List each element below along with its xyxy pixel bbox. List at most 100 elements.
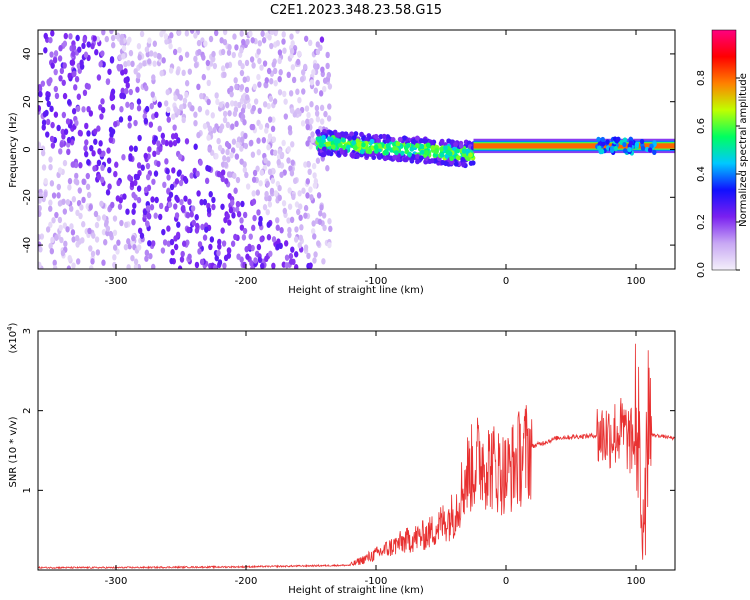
colorbar: 0.0 0.2 0.4 0.6 0.8 Normalized spectral ampl… xyxy=(696,29,749,278)
heatmap-cell xyxy=(48,242,53,250)
heatmap-cell xyxy=(225,148,230,156)
heatmap-cell xyxy=(264,190,269,198)
heatmap-cell xyxy=(50,121,55,129)
heatmap-cell xyxy=(230,123,235,130)
heatmap-cell xyxy=(323,110,328,118)
heatmap-cell xyxy=(286,146,291,153)
heatmap-cell xyxy=(38,83,43,91)
heatmap-cell xyxy=(267,34,272,41)
colorbar-ticks: 0.0 0.2 0.4 0.6 0.8 xyxy=(696,70,740,278)
heatmap-cell xyxy=(109,94,114,102)
heatmap-cell xyxy=(222,116,228,124)
heatmap-cell xyxy=(282,47,287,54)
heatmap-cell xyxy=(305,140,310,147)
heatmap-cell xyxy=(262,60,268,67)
heatmap-cell xyxy=(261,37,267,44)
heatmap-cell xyxy=(62,62,67,69)
heatmap-cell xyxy=(171,167,176,174)
heatmap-cell xyxy=(271,116,276,123)
heatmap-cell xyxy=(133,68,138,75)
heatmap-cell xyxy=(100,50,105,57)
heatmap-cell xyxy=(460,156,466,163)
x-tick-label: -300 xyxy=(105,576,128,587)
heatmap-cell xyxy=(151,178,156,185)
heatmap-cell xyxy=(167,201,173,208)
heatmap-cell xyxy=(82,36,87,44)
heatmap-cell xyxy=(256,243,262,251)
heatmap-cell xyxy=(256,48,261,55)
heatmap-cell xyxy=(409,146,415,152)
heatmap-cell xyxy=(166,116,171,123)
heatmap-cell xyxy=(206,79,211,87)
heatmap-cell xyxy=(224,177,229,185)
heatmap-cell xyxy=(277,75,282,83)
heatmap-cell xyxy=(38,210,42,218)
heatmap-cell xyxy=(185,212,191,219)
heatmap-cell xyxy=(59,67,65,75)
heatmap-cell xyxy=(43,47,48,54)
heatmap-cell xyxy=(256,73,261,81)
heatmap-cell xyxy=(53,111,59,118)
heatmap-cell xyxy=(101,228,107,236)
heatmap-cell xyxy=(107,183,112,190)
heatmap-cell xyxy=(286,71,291,79)
heatmap-cell xyxy=(86,191,92,199)
heatmap-cell xyxy=(90,258,95,265)
heatmap-cell xyxy=(164,38,169,45)
heatmap-cell xyxy=(125,208,130,215)
heatmap-cell xyxy=(175,196,180,203)
heatmap-cell xyxy=(327,83,333,90)
heatmap-cell xyxy=(229,91,234,98)
heatmap-cell xyxy=(88,110,94,117)
heatmap-cell xyxy=(195,222,200,230)
heatmap-cell xyxy=(325,62,330,70)
heatmap-cell xyxy=(360,142,366,148)
heatmap-cell xyxy=(289,33,294,40)
heatmap-cell xyxy=(174,178,180,185)
heatmap-cell xyxy=(182,97,188,104)
heatmap-cell xyxy=(178,94,183,101)
heatmap-cell xyxy=(38,197,42,204)
heatmap-cell xyxy=(256,137,261,144)
heatmap-cell xyxy=(321,258,326,265)
heatmap-cell xyxy=(90,42,95,50)
heatmap-cell xyxy=(252,214,257,222)
heatmap-cell xyxy=(202,122,208,130)
heatmap-cell xyxy=(287,125,293,132)
heatmap-cell xyxy=(74,172,79,180)
heatmap-cell xyxy=(123,60,128,68)
heatmap-cell xyxy=(255,165,260,172)
heatmap-cell xyxy=(325,51,330,59)
heatmap-cell xyxy=(143,186,149,194)
heatmap-cell xyxy=(322,77,328,84)
heatmap-cell xyxy=(314,104,320,112)
heatmap-cell xyxy=(258,220,263,227)
heatmap-cell xyxy=(145,162,151,170)
heatmap-cell xyxy=(269,30,275,36)
heatmap-cell xyxy=(70,161,75,168)
heatmap-cell xyxy=(127,122,132,129)
heatmap-cell xyxy=(278,69,283,76)
heatmap-cell xyxy=(50,142,56,149)
heatmap-cell xyxy=(96,215,101,222)
heatmap-cell xyxy=(306,252,311,260)
heatmap-cell xyxy=(326,150,331,156)
heatmap-cell xyxy=(277,89,283,96)
heatmap-cell xyxy=(136,43,142,50)
heatmap-cell xyxy=(160,247,166,254)
heatmap-cell xyxy=(258,180,263,187)
heatmap-cell xyxy=(269,187,275,195)
heatmap-cell xyxy=(196,190,201,197)
heatmap-cell xyxy=(261,136,267,144)
heatmap-cell xyxy=(184,138,190,145)
heatmap-cell xyxy=(288,252,294,260)
heatmap-cell xyxy=(171,113,176,120)
heatmap-cell xyxy=(65,226,70,233)
heatmap-cell xyxy=(255,189,261,196)
heatmap-cell xyxy=(395,157,401,163)
heatmap-cell xyxy=(224,140,230,148)
heatmap-cell xyxy=(195,170,200,178)
heatmap-cell xyxy=(109,30,114,35)
heatmap-cell xyxy=(394,150,399,156)
